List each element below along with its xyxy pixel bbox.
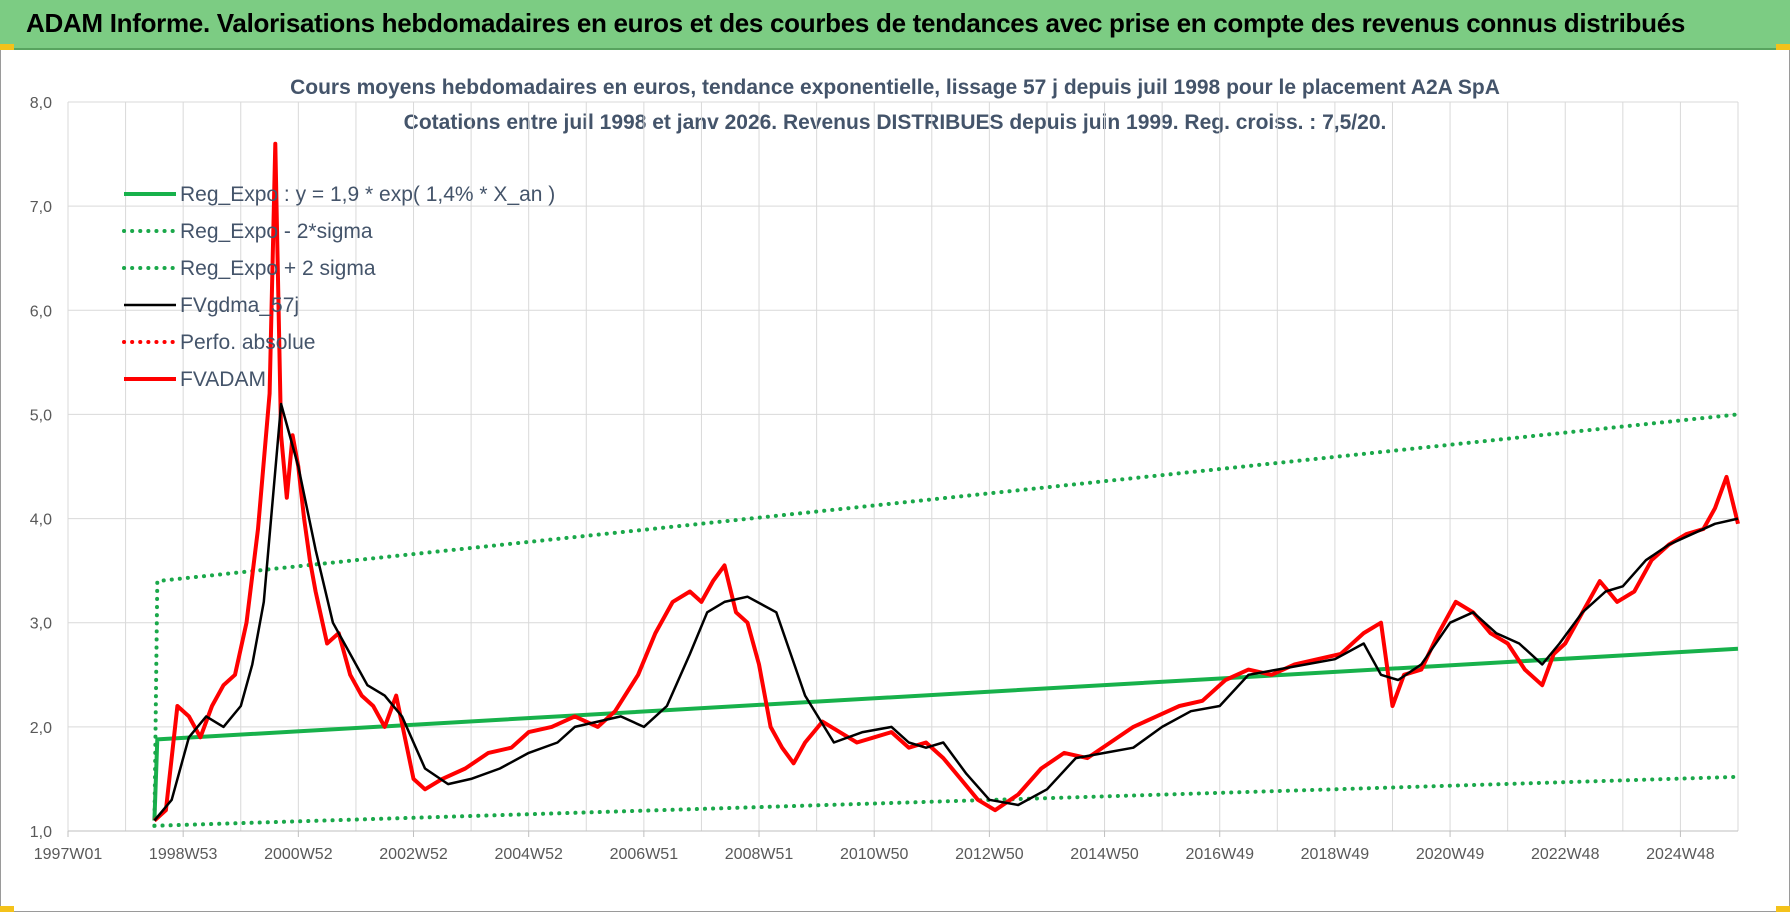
- axes: 1,0 2,0 3,0 4,0 5,0 6,0 7,0 8,0 1997W01 1998W53 20…: [30, 95, 1738, 863]
- x-tick-label: 1997W01: [34, 846, 103, 863]
- series-line-5: [153, 141, 1740, 823]
- x-tick-label: 2012W50: [955, 846, 1024, 863]
- legend-entry: Reg_Expo : y = 1,9 * exp( 1,4% * X_an ): [180, 183, 555, 206]
- corner-marker-top-left: [0, 44, 14, 50]
- y-tick-label: 5,0: [30, 407, 52, 424]
- chart-title: Cours moyens hebdomadaires en euros, ten…: [290, 76, 1500, 99]
- y-tick-label: 8,0: [30, 95, 52, 112]
- x-tick-label: 2024W48: [1646, 846, 1715, 863]
- legend-entry: FVgdma_57j: [180, 294, 299, 317]
- x-tick-label: 2010W50: [840, 846, 909, 863]
- y-tick-label: 4,0: [30, 512, 52, 529]
- legend-entry: FVADAM: [180, 368, 266, 391]
- corner-marker-bottom-left: [0, 906, 14, 912]
- x-tick-label: 2006W51: [610, 846, 679, 863]
- banner-title: ADAM Informe. Valorisations hebdomadaire…: [26, 8, 1686, 38]
- x-tick-label: 2020W49: [1416, 846, 1485, 863]
- x-tick-label: 2018W49: [1301, 846, 1370, 863]
- y-tick-label: 2,0: [30, 720, 52, 737]
- legend-entry: Reg_Expo - 2*sigma: [180, 220, 373, 243]
- y-tick-label: 7,0: [30, 199, 52, 216]
- series-line-0: [152, 646, 1739, 821]
- series-line-1: [152, 774, 1740, 828]
- y-tick-label: 6,0: [30, 303, 52, 320]
- series-line-3: [153, 402, 1739, 822]
- legend-entry: Perfo. absolue: [180, 331, 315, 354]
- x-tick-label: 2014W50: [1070, 846, 1139, 863]
- y-tick-label: 1,0: [30, 824, 52, 841]
- chart-subtitle: Cotations entre juil 1998 et janv 2026. …: [403, 111, 1387, 134]
- gridlines: [67, 101, 1739, 832]
- x-tick-label: 2022W48: [1531, 846, 1600, 863]
- x-tick-label: 2008W51: [725, 846, 794, 863]
- legend: Reg_Expo : y = 1,9 * exp( 1,4% * X_an ) R…: [122, 183, 555, 391]
- x-tick-label: 1998W53: [149, 846, 218, 863]
- series: [152, 141, 1740, 828]
- corner-marker-bottom-right: [1776, 906, 1790, 912]
- x-tick-label: 2000W52: [264, 846, 333, 863]
- series-line-2: [152, 412, 1740, 828]
- corner-marker-top-right: [1776, 44, 1790, 50]
- banner: ADAM Informe. Valorisations hebdomadaire…: [0, 0, 1790, 50]
- y-tick-label: 3,0: [30, 616, 52, 633]
- x-tick-label: 2004W52: [494, 846, 563, 863]
- legend-entry: Reg_Expo + 2 sigma: [180, 257, 376, 280]
- x-tick-label: 2016W49: [1185, 846, 1254, 863]
- x-tick-label: 2002W52: [379, 846, 448, 863]
